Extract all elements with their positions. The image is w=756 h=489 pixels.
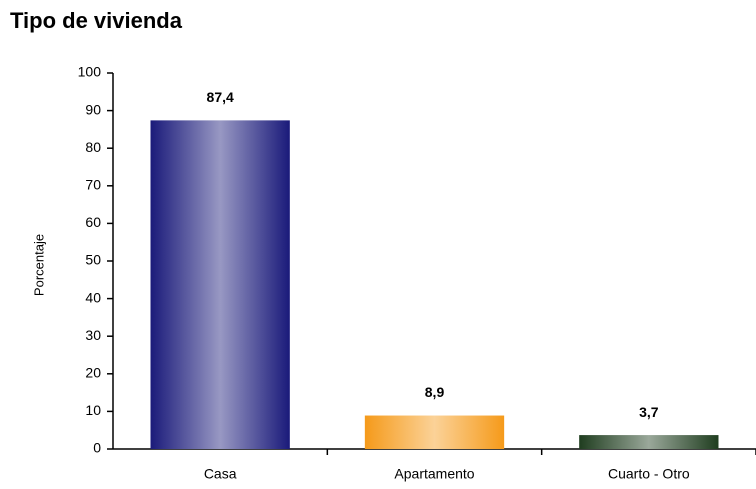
value-label: 3,7 xyxy=(639,404,659,420)
y-tick-label: 30 xyxy=(85,327,101,343)
x-tick-label: Casa xyxy=(204,466,237,482)
y-tick-label: 60 xyxy=(85,214,101,230)
value-label: 8,9 xyxy=(425,384,445,400)
y-tick-label: 10 xyxy=(85,402,101,418)
chart-title: Tipo de vivienda xyxy=(10,8,183,33)
y-tick-label: 90 xyxy=(85,101,101,117)
y-tick-label: 100 xyxy=(78,64,102,80)
x-tick-label: Apartamento xyxy=(394,466,474,482)
value-label: 87,4 xyxy=(207,89,234,105)
y-tick-label: 80 xyxy=(85,139,101,155)
bar xyxy=(364,415,505,449)
bar xyxy=(579,435,719,449)
x-tick-label: Cuarto - Otro xyxy=(608,466,690,482)
y-tick-label: 40 xyxy=(85,289,101,305)
y-tick-label: 50 xyxy=(85,252,101,268)
y-tick-label: 20 xyxy=(85,365,101,381)
bar xyxy=(150,120,290,449)
y-tick-label: 0 xyxy=(93,440,101,456)
y-axis-label: Porcentaje xyxy=(31,234,46,296)
y-tick-label: 70 xyxy=(85,177,101,193)
